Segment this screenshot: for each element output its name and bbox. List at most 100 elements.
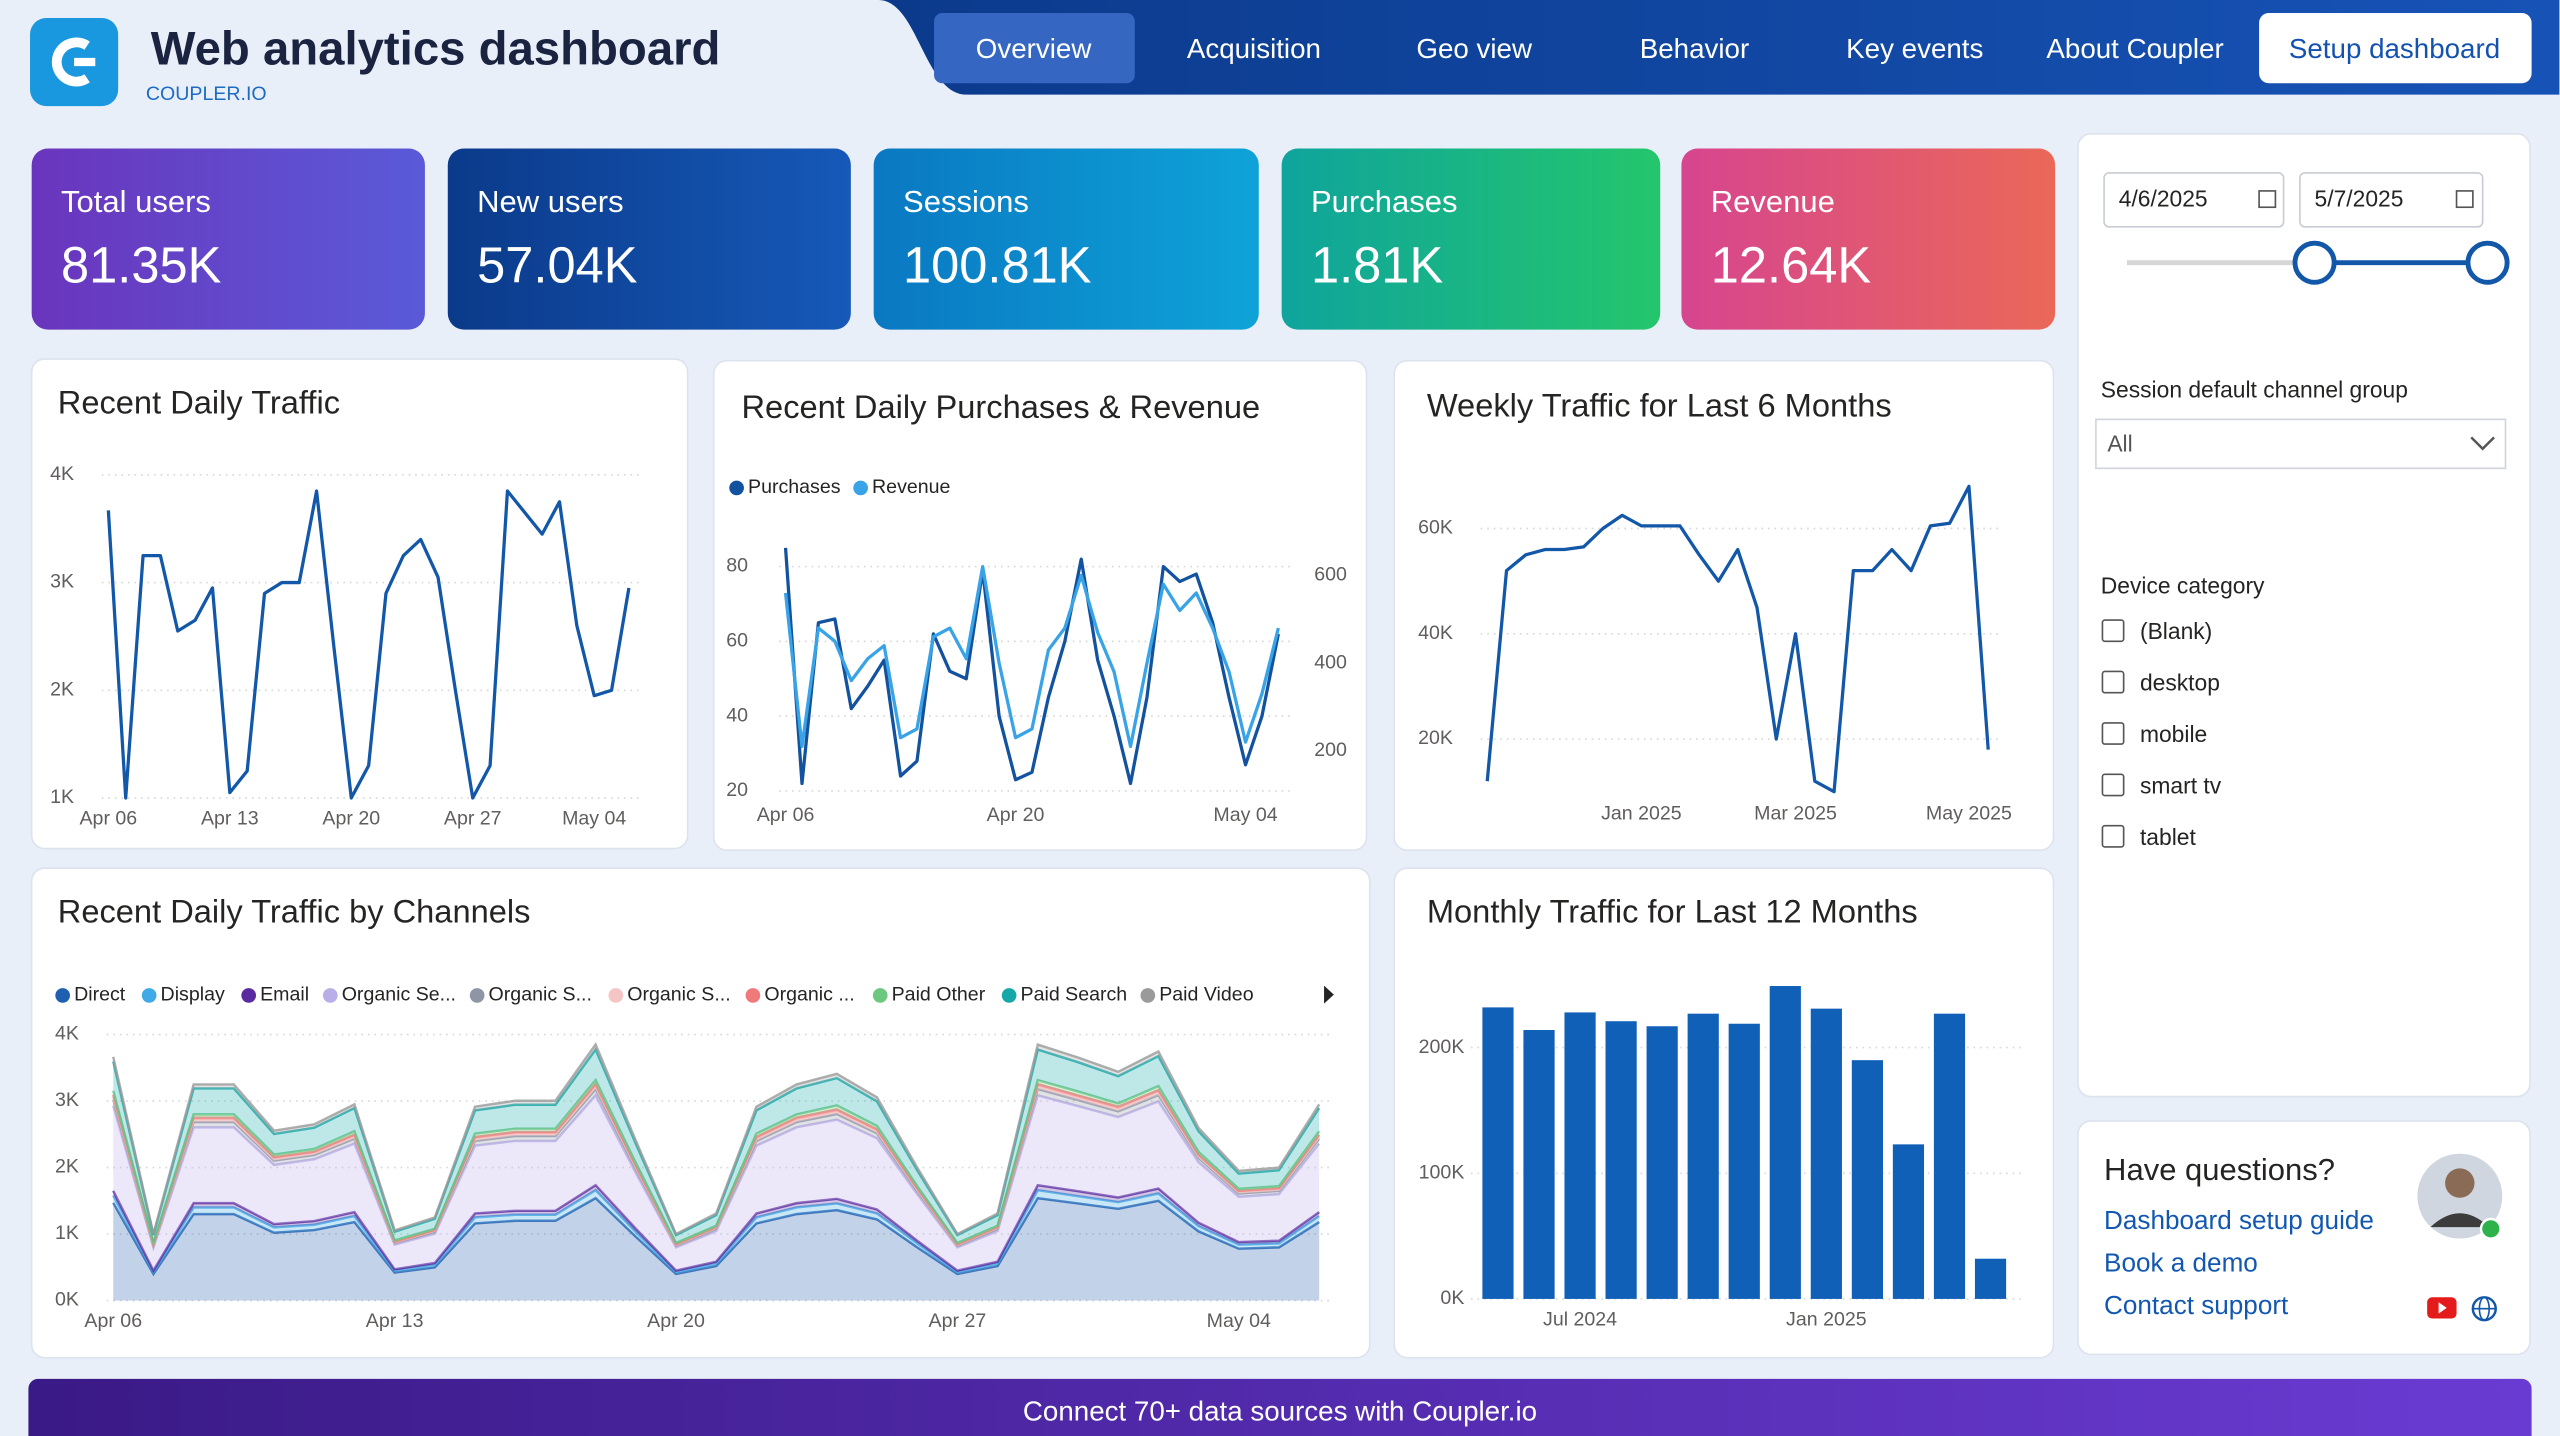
area-edge bbox=[112, 1047, 1321, 1237]
help-link[interactable]: Contact support bbox=[2104, 1290, 2289, 1320]
checkbox[interactable] bbox=[2101, 722, 2125, 745]
nav-item[interactable]: Geo view bbox=[1416, 33, 1533, 64]
checkbox-label[interactable]: desktop bbox=[2140, 670, 2220, 696]
nav-active bbox=[934, 13, 1135, 84]
dropdown[interactable] bbox=[2095, 418, 2507, 470]
help-links: Dashboard setup guide Book a demo Contact … bbox=[2104, 1205, 2374, 1320]
chart-title: Recent Daily Traffic bbox=[58, 383, 340, 420]
line bbox=[783, 547, 1280, 786]
checkbox[interactable] bbox=[2101, 619, 2125, 643]
footer-banner[interactable] bbox=[28, 1378, 2532, 1436]
x-tick-label: Apr 06 bbox=[757, 804, 815, 826]
kpi-row: Total users 81.35K New users 57.04K Sessions… bbox=[31, 148, 2056, 330]
legend-label: Organic ... bbox=[764, 984, 854, 1006]
date-input[interactable] bbox=[2103, 172, 2285, 228]
area-edge bbox=[112, 1077, 1321, 1248]
chart-panel bbox=[1393, 867, 2055, 1359]
help-link[interactable]: Book a demo bbox=[2104, 1248, 2258, 1278]
avatar-face bbox=[2445, 1168, 2475, 1198]
nav-item[interactable]: Overview bbox=[976, 33, 1093, 64]
bar bbox=[1605, 1021, 1637, 1299]
legend-label: Display bbox=[161, 984, 225, 1006]
legend-label: Paid Search bbox=[1021, 984, 1128, 1006]
checkbox-label[interactable]: (Blank) bbox=[2140, 618, 2212, 644]
legend-swatch bbox=[322, 988, 338, 1003]
x-tick-label: Jan 2025 bbox=[1786, 1308, 1867, 1330]
slider-handle[interactable] bbox=[2292, 240, 2337, 285]
checkbox[interactable] bbox=[2101, 824, 2125, 848]
y2-tick-label: 600 bbox=[1314, 564, 1347, 586]
footer-text[interactable]: Connect 70+ data sources with Coupler.io bbox=[1023, 1395, 1537, 1426]
kpi-value: 1.81K bbox=[1311, 237, 1443, 294]
legend-swatch bbox=[1001, 988, 1017, 1003]
area-edge bbox=[112, 1183, 1320, 1274]
y-tick-label: 4K bbox=[55, 1023, 79, 1045]
area bbox=[113, 1095, 1320, 1271]
area-edge bbox=[112, 1042, 1321, 1236]
bar bbox=[1892, 1144, 1925, 1299]
bar bbox=[1810, 1008, 1842, 1299]
y-tick-label: 1K bbox=[50, 786, 74, 808]
kpi-label: New users bbox=[477, 184, 623, 219]
chart-panel bbox=[1393, 359, 2055, 851]
x-tick-label: Apr 20 bbox=[987, 804, 1045, 826]
y-tick-label: 0K bbox=[1440, 1287, 1464, 1309]
checkbox[interactable] bbox=[2101, 670, 2125, 694]
area-edge bbox=[112, 1188, 1320, 1275]
bar bbox=[1482, 1007, 1514, 1299]
checkbox[interactable] bbox=[2101, 773, 2125, 797]
legend-label: Purchases bbox=[748, 476, 841, 498]
y-tick-label: 40 bbox=[726, 704, 748, 726]
x-tick-label: Apr 13 bbox=[201, 807, 259, 829]
logo-mark bbox=[51, 37, 90, 87]
dropdown-arrow bbox=[2470, 436, 2495, 451]
line bbox=[783, 565, 1280, 749]
nav-item[interactable]: Acquisition bbox=[1187, 33, 1321, 64]
x-tick-label: May 2025 bbox=[1926, 802, 2012, 824]
bar bbox=[1523, 1030, 1555, 1299]
setup-button-label[interactable]: Setup dashboard bbox=[2289, 33, 2500, 64]
chart: Recent Daily Traffic 1K 2K 3K 4K Apr 06 Apr 13… bbox=[30, 358, 689, 850]
date-to[interactable]: 5/7/2025 bbox=[2315, 186, 2404, 212]
legend-scroll[interactable] bbox=[1324, 985, 1334, 1004]
y2-tick-label: 400 bbox=[1314, 651, 1347, 673]
filter-label: Session default channel group bbox=[2101, 377, 2408, 403]
kpi-card bbox=[873, 148, 1259, 330]
kpi-label: Purchases bbox=[1311, 184, 1457, 219]
setup-button[interactable] bbox=[2259, 13, 2532, 84]
chart: Recent Daily Traffic by Channels 0K 1K 2K 3K… bbox=[30, 867, 1371, 1359]
kpi-label: Revenue bbox=[1711, 184, 1835, 219]
chart-title: Recent Daily Traffic by Channels bbox=[58, 892, 531, 929]
kpi-card bbox=[31, 148, 425, 330]
date-from[interactable]: 4/6/2025 bbox=[2119, 186, 2208, 212]
y-tick-label: 3K bbox=[55, 1089, 79, 1111]
checkbox-label[interactable]: smart tv bbox=[2140, 772, 2222, 798]
charts: Recent Daily Traffic 1K 2K 3K 4K Apr 06 Apr 13… bbox=[30, 358, 2055, 1359]
bar bbox=[1933, 1013, 1966, 1299]
nav-item[interactable]: Key events bbox=[1846, 33, 1983, 64]
checkbox-label[interactable]: mobile bbox=[2140, 721, 2207, 747]
legend-swatch bbox=[608, 988, 624, 1003]
checkbox-label[interactable]: tablet bbox=[2140, 824, 2197, 850]
x-tick-label: May 04 bbox=[562, 807, 626, 829]
y-tick-label: 4K bbox=[50, 463, 74, 485]
online-badge bbox=[2479, 1217, 2502, 1240]
x-tick-label: Apr 13 bbox=[366, 1310, 424, 1332]
line bbox=[106, 489, 631, 800]
calendar-icon bbox=[2258, 190, 2277, 209]
help-link[interactable]: Dashboard setup guide bbox=[2104, 1205, 2374, 1235]
nav: Overview Acquisition Geo view Behavior Key e… bbox=[976, 33, 2224, 64]
y-tick-label: 20 bbox=[726, 779, 748, 801]
date-input[interactable] bbox=[2299, 172, 2484, 228]
legend-swatch bbox=[853, 480, 868, 496]
legend-swatch bbox=[729, 480, 744, 496]
slider-handle[interactable] bbox=[2465, 240, 2510, 285]
dropdown-value[interactable]: All bbox=[2107, 431, 2132, 457]
nav-item[interactable]: About Coupler bbox=[2046, 33, 2223, 64]
nav-item[interactable]: Behavior bbox=[1640, 33, 1749, 64]
kpi-value: 57.04K bbox=[477, 237, 638, 294]
chart-panel bbox=[712, 359, 1368, 851]
bar bbox=[1687, 1013, 1719, 1299]
